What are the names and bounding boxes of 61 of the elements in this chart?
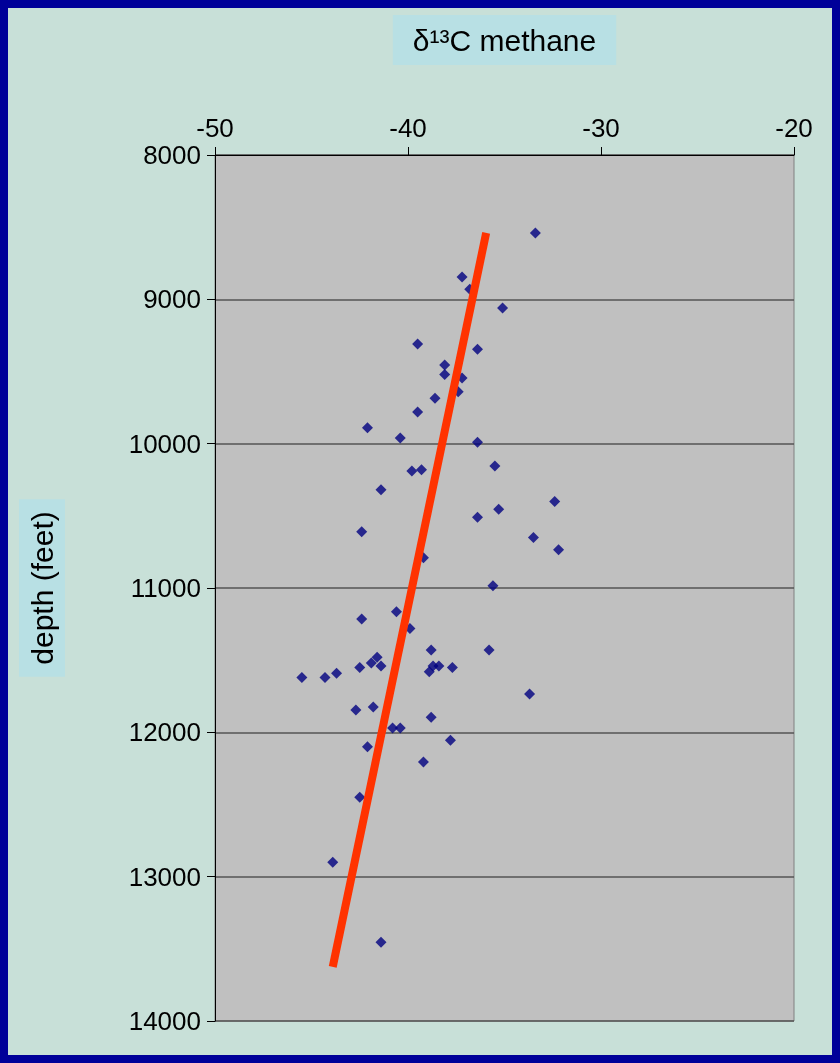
point: [471, 343, 483, 355]
x-axis-title: δ¹³C methane: [412, 23, 597, 57]
point: [425, 644, 437, 656]
y-tick-label: 10000: [128, 428, 201, 459]
point: [394, 722, 406, 734]
point: [553, 544, 565, 556]
point: [350, 704, 362, 716]
point: [331, 667, 343, 679]
point: [412, 406, 424, 418]
point: [356, 526, 368, 538]
point: [356, 613, 368, 625]
point: [471, 511, 483, 523]
point: [361, 741, 373, 753]
x-tick-label: -50: [196, 113, 234, 143]
x-tick-label: -40: [389, 113, 427, 143]
point: [354, 661, 366, 673]
y-tick-label: 9000: [143, 284, 201, 315]
point: [446, 661, 458, 673]
point: [417, 756, 429, 768]
point: [367, 701, 379, 713]
point: [375, 936, 387, 948]
point: [524, 688, 536, 700]
y-tick-label: 14000: [128, 1006, 201, 1036]
point: [527, 531, 539, 543]
point: [493, 503, 505, 515]
point: [375, 660, 387, 672]
point: [425, 711, 437, 723]
point: [429, 392, 441, 404]
y-axis-title: depth (feet): [25, 511, 59, 665]
point: [549, 495, 561, 507]
point: [471, 436, 483, 448]
x-tick-label: -20: [775, 113, 813, 143]
point: [371, 651, 383, 663]
point: [394, 432, 406, 444]
point: [439, 368, 451, 380]
point: [354, 791, 366, 803]
point: [412, 338, 424, 350]
y-tick-label: 13000: [128, 861, 201, 892]
point: [423, 666, 435, 678]
point: [365, 657, 377, 669]
y-tick-label: 11000: [130, 573, 201, 603]
point: [456, 271, 468, 283]
point: [487, 580, 499, 592]
point: [406, 465, 418, 477]
point: [439, 359, 451, 371]
point: [416, 464, 428, 476]
point: [375, 484, 387, 496]
point: [529, 227, 541, 239]
point: [296, 671, 308, 683]
y-tick-label: 12000: [128, 717, 201, 748]
point: [433, 660, 445, 672]
point: [327, 856, 339, 868]
x-tick-label: -30: [582, 113, 620, 143]
point: [483, 644, 495, 656]
point: [444, 734, 456, 746]
y-tick-label: 8000: [143, 140, 201, 170]
point: [319, 671, 331, 683]
point: [489, 460, 501, 472]
point: [361, 422, 373, 434]
point: [497, 302, 509, 314]
point: [390, 606, 402, 618]
